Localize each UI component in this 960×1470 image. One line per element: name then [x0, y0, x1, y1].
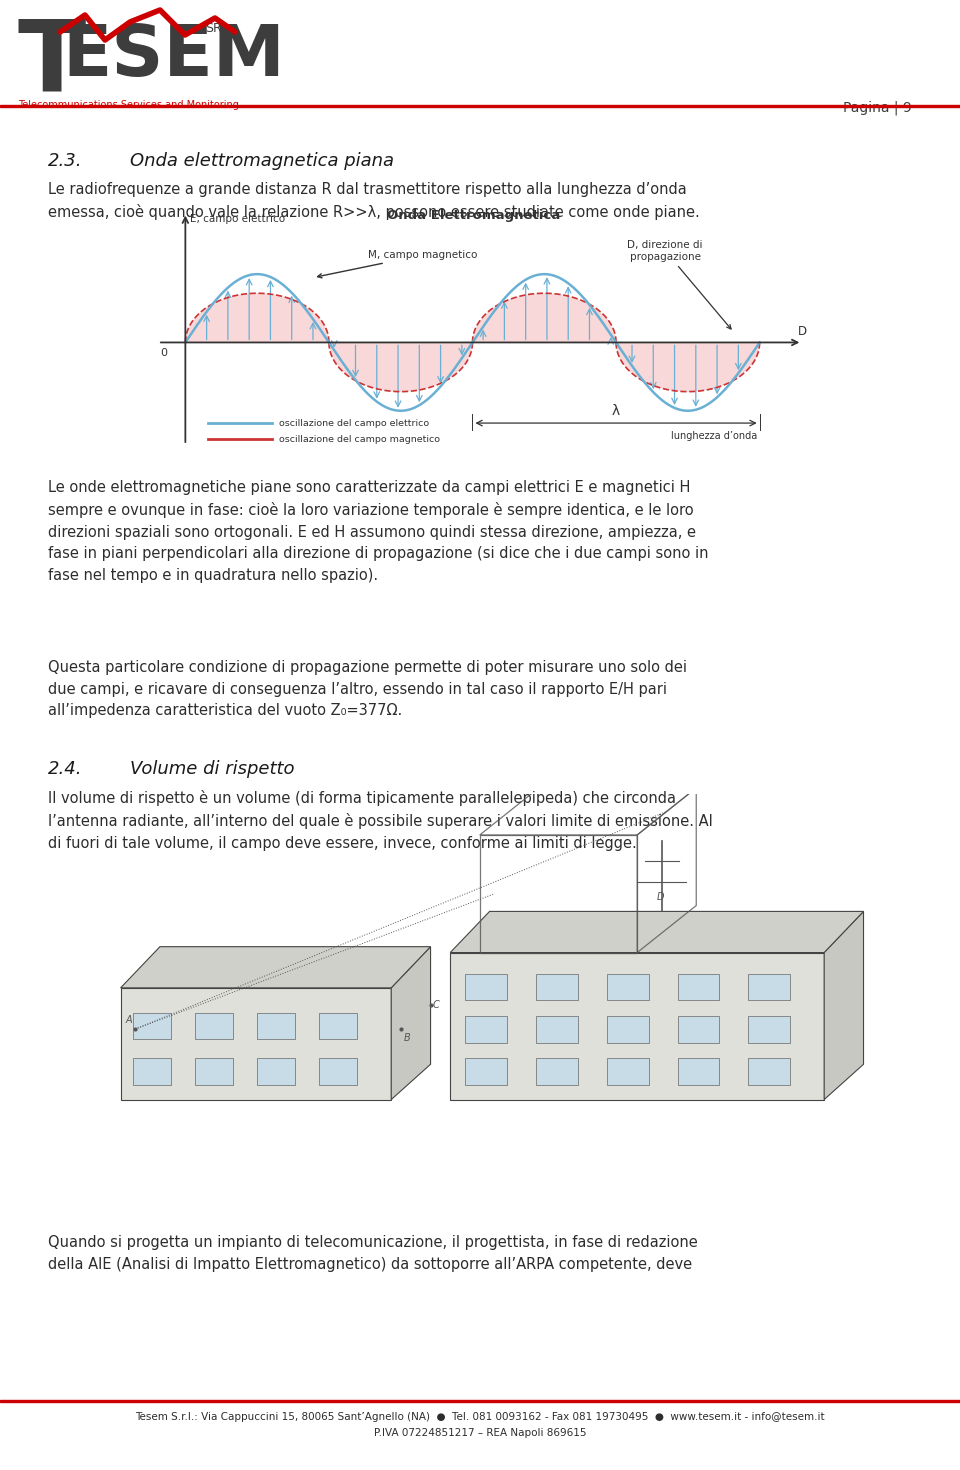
Polygon shape	[319, 1013, 357, 1039]
Polygon shape	[749, 973, 790, 1000]
Polygon shape	[329, 343, 472, 391]
Polygon shape	[392, 947, 430, 1100]
Text: D, direzione di
propagazione: D, direzione di propagazione	[628, 240, 732, 329]
Text: T: T	[18, 15, 86, 112]
Polygon shape	[132, 1058, 171, 1085]
Text: 2.4.: 2.4.	[48, 760, 83, 778]
Polygon shape	[465, 1058, 507, 1085]
Polygon shape	[607, 1016, 649, 1042]
Text: B: B	[403, 1033, 410, 1042]
Polygon shape	[536, 1016, 578, 1042]
Text: 0: 0	[160, 348, 167, 357]
Polygon shape	[121, 947, 430, 988]
Text: SRL: SRL	[205, 22, 228, 35]
Text: Onda Elettromagnetica: Onda Elettromagnetica	[387, 209, 560, 222]
Text: P.IVA 07224851217 – REA Napoli 869615: P.IVA 07224851217 – REA Napoli 869615	[373, 1427, 587, 1438]
Bar	[0, 1399, 960, 1402]
Polygon shape	[121, 988, 392, 1100]
Text: Le radiofrequenze a grande distanza R dal trasmettitore rispetto alla lunghezza : Le radiofrequenze a grande distanza R da…	[48, 182, 700, 220]
Polygon shape	[616, 343, 759, 391]
Polygon shape	[195, 1013, 233, 1039]
Polygon shape	[450, 911, 863, 953]
Text: M, campo magnetico: M, campo magnetico	[318, 250, 477, 278]
Text: λ: λ	[612, 404, 620, 417]
Polygon shape	[678, 973, 719, 1000]
Text: Telecommunications Services and Monitoring: Telecommunications Services and Monitori…	[18, 100, 239, 110]
Text: Pagina | 9: Pagina | 9	[843, 100, 912, 115]
Text: A: A	[126, 1016, 132, 1025]
Text: 2.3.: 2.3.	[48, 151, 83, 171]
Text: Questa particolare condizione di propagazione permette di poter misurare uno sol: Questa particolare condizione di propaga…	[48, 660, 687, 719]
Polygon shape	[678, 1058, 719, 1085]
Polygon shape	[536, 1058, 578, 1085]
Bar	[0, 104, 960, 107]
Text: D: D	[657, 892, 664, 901]
Polygon shape	[450, 953, 824, 1100]
Polygon shape	[607, 973, 649, 1000]
Text: ESEM: ESEM	[62, 22, 285, 91]
Polygon shape	[749, 1058, 790, 1085]
Text: C: C	[433, 1001, 440, 1010]
Text: oscillazione del campo elettrico: oscillazione del campo elettrico	[279, 419, 429, 428]
Polygon shape	[465, 973, 507, 1000]
Text: Onda elettromagnetica piana: Onda elettromagnetica piana	[130, 151, 394, 171]
Polygon shape	[195, 1058, 233, 1085]
Polygon shape	[472, 293, 616, 343]
Polygon shape	[465, 1016, 507, 1042]
Polygon shape	[607, 1058, 649, 1085]
Polygon shape	[257, 1013, 296, 1039]
Polygon shape	[678, 1016, 719, 1042]
Polygon shape	[185, 293, 329, 343]
Text: Volume di rispetto: Volume di rispetto	[130, 760, 295, 778]
Text: Il volume di rispetto è un volume (di forma tipicamente parallelepipeda) che cir: Il volume di rispetto è un volume (di fo…	[48, 789, 712, 851]
Polygon shape	[319, 1058, 357, 1085]
Text: Quando si progetta un impianto di telecomunicazione, il progettista, in fase di : Quando si progetta un impianto di teleco…	[48, 1235, 698, 1272]
Polygon shape	[536, 973, 578, 1000]
Polygon shape	[132, 1013, 171, 1039]
Text: lunghezza d’onda: lunghezza d’onda	[671, 431, 757, 441]
Text: D: D	[798, 325, 806, 338]
Polygon shape	[257, 1058, 296, 1085]
Text: Tesem S.r.l.: Via Cappuccini 15, 80065 Sant’Agnello (NA)  ●  Tel. 081 0093162 - : Tesem S.r.l.: Via Cappuccini 15, 80065 S…	[135, 1413, 825, 1421]
Text: Le onde elettromagnetiche piane sono caratterizzate da campi elettrici E e magne: Le onde elettromagnetiche piane sono car…	[48, 481, 708, 584]
Polygon shape	[749, 1016, 790, 1042]
Text: E, campo elettrico: E, campo elettrico	[190, 215, 285, 223]
Text: oscillazione del campo magnetico: oscillazione del campo magnetico	[279, 435, 440, 444]
Polygon shape	[824, 911, 863, 1100]
